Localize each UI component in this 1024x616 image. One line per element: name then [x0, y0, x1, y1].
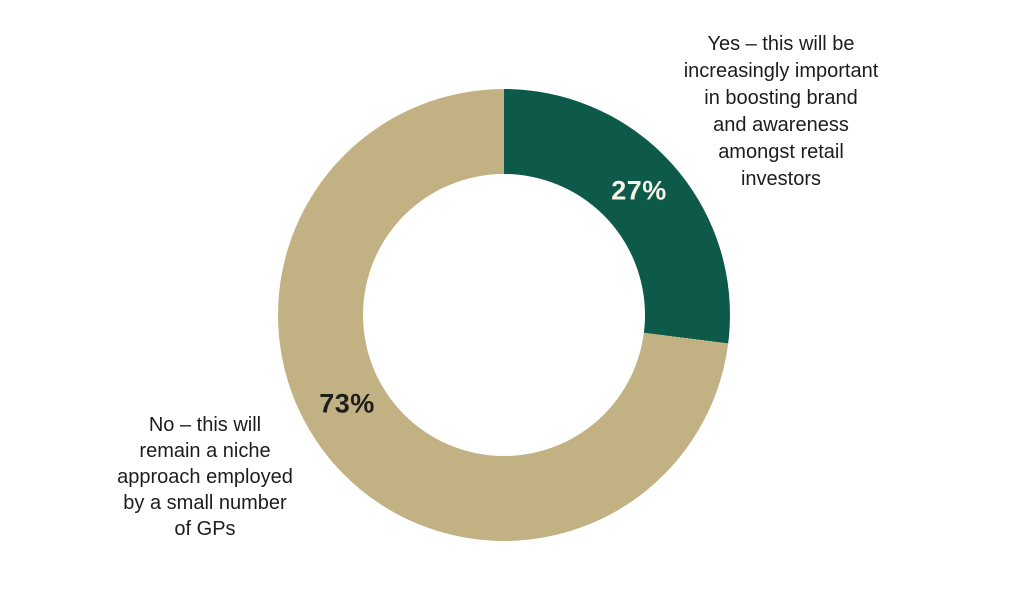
slice-value-label-yes: 27% — [611, 175, 667, 206]
slice-value-label-no: 73% — [319, 388, 375, 419]
donut-ring — [278, 89, 730, 541]
slice-callout-no: No – this will remain a niche approach e… — [117, 414, 293, 540]
donut-hole — [363, 174, 645, 456]
slice-callout-yes: Yes – this will be increasingly importan… — [683, 33, 879, 190]
